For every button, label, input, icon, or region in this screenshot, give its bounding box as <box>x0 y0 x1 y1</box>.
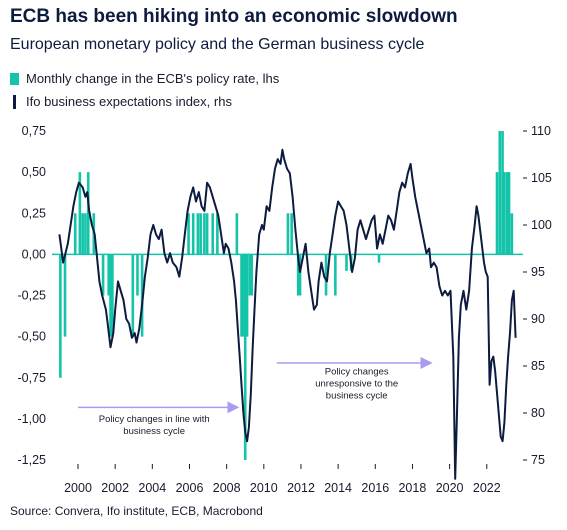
policy-rate-bar <box>107 254 110 296</box>
x-axis-tick-label: 2020 <box>436 481 464 495</box>
policy-rate-bar <box>507 172 511 255</box>
policy-rate-bar <box>203 213 206 255</box>
left-axis-tick-label: 0,00 <box>22 247 46 261</box>
right-axis-tick-label: 85 <box>531 359 545 373</box>
x-axis-tick-label: 2006 <box>176 481 204 495</box>
policy-rate-bar <box>377 254 381 263</box>
policy-rate-bar <box>296 254 300 296</box>
policy-rate-bar <box>242 254 245 337</box>
right-axis-tick-label: 95 <box>531 265 545 279</box>
annotation-text: business cycle <box>326 391 388 402</box>
policy-rate-bar <box>86 172 90 255</box>
policy-rate-bar <box>199 213 202 255</box>
annotation-text: business cycle <box>123 426 185 437</box>
policy-rate-bar <box>250 254 254 296</box>
legend-swatch-line <box>13 94 16 109</box>
policy-rate-bar <box>503 172 506 255</box>
left-axis-tick-label: -1,25 <box>18 453 47 467</box>
right-axis-tick-label: 90 <box>531 312 545 326</box>
x-axis-tick-label: 2018 <box>398 481 426 495</box>
policy-rate-bar <box>63 254 67 337</box>
left-axis-tick-label: -0,25 <box>18 289 47 303</box>
x-axis-tick-label: 2008 <box>213 481 241 495</box>
policy-rate-bar <box>73 213 77 255</box>
x-axis-tick-label: 2004 <box>138 481 166 495</box>
policy-rate-bar <box>248 254 252 296</box>
x-axis-tick-label: 2022 <box>473 481 501 495</box>
source-note: Source: Convera, Ifo institute, ECB, Mac… <box>10 504 263 518</box>
policy-rate-bar <box>243 254 247 461</box>
annotation-text: Policy changes <box>325 367 389 378</box>
policy-rate-bar <box>101 254 105 296</box>
x-axis-tick-label: 2000 <box>64 481 92 495</box>
left-axis-tick-label: -1,00 <box>18 412 47 426</box>
right-axis-tick-label: 75 <box>531 453 545 467</box>
right-axis-tick-label: 80 <box>531 406 545 420</box>
policy-rate-bar <box>84 213 87 255</box>
x-axis-tick-label: 2016 <box>361 481 389 495</box>
policy-rate-bar <box>498 131 502 255</box>
policy-rate-bars <box>59 131 514 461</box>
policy-rate-bar <box>187 213 190 255</box>
x-axis-tick-label: 2014 <box>324 481 352 495</box>
policy-rate-bar <box>495 172 499 255</box>
policy-rate-bar <box>191 213 195 255</box>
legend-item-policy-rate: Monthly change in the ECB's policy rate,… <box>10 71 279 86</box>
legend-swatch-bar <box>10 72 19 85</box>
policy-rate-bar <box>240 254 243 337</box>
policy-rate-bar <box>81 213 84 255</box>
right-axis-tick-label: 105 <box>531 171 552 185</box>
x-axis-tick-label: 2002 <box>101 481 129 495</box>
policy-rate-bar <box>290 213 293 255</box>
policy-rate-bar <box>245 254 249 337</box>
policy-rate-bar <box>298 254 302 296</box>
ifo-line-layer <box>58 148 517 480</box>
x-axis-tick-label: 2012 <box>287 481 315 495</box>
policy-rate-bar <box>324 254 328 296</box>
annotation-text: unresponsive to the <box>315 379 398 390</box>
left-axis-tick-label: 0,25 <box>22 206 46 220</box>
legend-label-policy-rate: Monthly change in the ECB's policy rate,… <box>26 71 280 86</box>
policy-rate-bar <box>131 254 135 337</box>
policy-rate-bar <box>136 254 139 296</box>
policy-rate-bar <box>216 213 219 255</box>
right-axis-tick-label: 110 <box>531 124 551 138</box>
left-axis-tick-label: -0,75 <box>18 371 47 385</box>
policy-rate-bar <box>205 213 209 255</box>
policy-rate-bar <box>510 213 514 255</box>
chart-title: ECB has been hiking into an economic slo… <box>10 6 458 27</box>
ifo-expectations-line <box>58 148 517 480</box>
policy-rate-bar <box>235 213 239 255</box>
policy-rate-bar <box>345 254 348 271</box>
policy-rate-bar <box>334 254 337 296</box>
policy-rate-bar <box>196 213 200 255</box>
policy-rate-bar <box>78 172 82 255</box>
x-axis-tick-label: 2010 <box>250 481 278 495</box>
axis-ticks: 0,75 0,50 0,25 0,00 -0,25 -0,50 -0,75 -1,00 -1,2… <box>18 124 552 495</box>
left-axis-tick-label: 0,50 <box>22 165 46 179</box>
policy-rate-bar <box>109 254 112 337</box>
left-axis-tick-label: -0,50 <box>18 330 47 344</box>
policy-rate-bar <box>59 254 62 378</box>
policy-rate-bar <box>111 254 114 337</box>
right-axis-tick-label: 100 <box>531 218 552 232</box>
annotation-text: Policy changes in line with <box>99 414 210 425</box>
legend-item-ifo: Ifo business expectations index, rhs <box>10 94 232 109</box>
policy-rate-bar <box>501 131 504 255</box>
policy-rate-bar <box>286 213 290 255</box>
left-axis-tick-label: 0,75 <box>22 124 46 138</box>
policy-rate-bar <box>211 213 215 255</box>
chart-subtitle: European monetary policy and the German … <box>10 36 425 53</box>
policy-rate-bar <box>505 172 509 255</box>
legend-label-ifo: Ifo business expectations index, rhs <box>26 94 232 109</box>
